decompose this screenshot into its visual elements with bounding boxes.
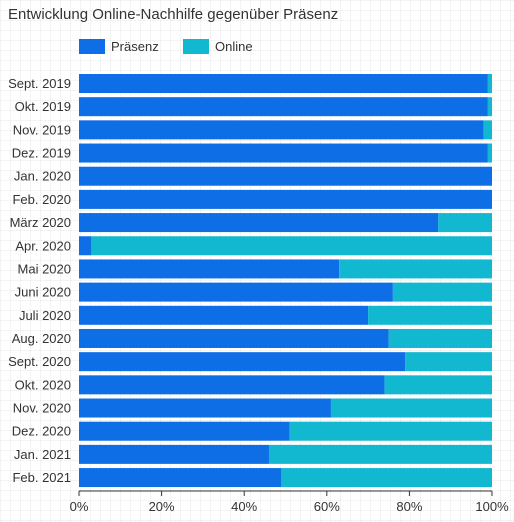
y-tick-label: Okt. 2019 [15, 99, 71, 114]
bar-segment-online[interactable] [268, 444, 492, 464]
y-tick-label: Juli 2020 [19, 308, 71, 323]
x-tick-label: 20% [149, 499, 175, 514]
bar-segment-praesenz[interactable] [79, 236, 92, 256]
bar-segment-online[interactable] [438, 213, 492, 233]
y-tick-label: März 2020 [10, 215, 71, 230]
legend-swatch-praesenz [79, 38, 105, 54]
legend-swatch-online [183, 38, 209, 54]
legend-item-online[interactable]: Online [183, 38, 253, 54]
bar-segment-praesenz[interactable] [79, 375, 385, 395]
bar-segment-online[interactable] [281, 468, 492, 488]
bar-segment-praesenz[interactable] [79, 143, 488, 163]
bar-segment-online[interactable] [388, 328, 492, 348]
bar-segment-online[interactable] [483, 120, 492, 140]
y-tick-label: Nov. 2020 [13, 401, 71, 416]
bar-segment-praesenz[interactable] [79, 74, 488, 93]
x-tick-label: 0% [70, 499, 89, 514]
bar-segment-praesenz[interactable] [79, 259, 340, 279]
bar-segment-praesenz[interactable] [79, 468, 282, 488]
bar-segment-praesenz[interactable] [79, 421, 290, 441]
y-tick-label: Dez. 2019 [12, 146, 71, 161]
x-tick-label: 80% [396, 499, 422, 514]
x-tick-label: 60% [314, 499, 340, 514]
bar-segment-praesenz[interactable] [79, 328, 389, 348]
y-tick-label: Mai 2020 [18, 261, 71, 276]
y-tick-label: Okt. 2020 [15, 377, 71, 392]
x-tick-label: 40% [231, 499, 257, 514]
legend-label-praesenz: Präsenz [111, 38, 159, 54]
y-tick-label: Aug. 2020 [12, 331, 71, 346]
bar-segment-online[interactable] [487, 97, 492, 117]
bar-segment-online[interactable] [384, 375, 492, 395]
bar-segment-online[interactable] [487, 143, 492, 163]
legend-label-online: Online [215, 38, 253, 54]
y-tick-label: Feb. 2021 [12, 470, 71, 485]
y-tick-label: Jan. 2021 [14, 447, 71, 462]
legend-item-praesenz[interactable]: Präsenz [79, 38, 159, 54]
y-tick-label: Sept. 2019 [8, 76, 71, 91]
bar-segment-praesenz[interactable] [79, 189, 492, 209]
bar-segment-praesenz[interactable] [79, 166, 492, 186]
bar-segment-online[interactable] [339, 259, 492, 279]
bar-segment-praesenz[interactable] [79, 213, 439, 233]
bar-segment-online[interactable] [487, 74, 492, 93]
bar-segment-praesenz[interactable] [79, 120, 484, 140]
y-tick-label: Jan. 2020 [14, 169, 71, 184]
bar-segment-online[interactable] [330, 398, 492, 418]
bar-segment-online[interactable] [368, 305, 492, 325]
bar-segment-praesenz[interactable] [79, 444, 269, 464]
bar-segment-praesenz[interactable] [79, 398, 331, 418]
y-tick-label: Juni 2020 [15, 285, 71, 300]
y-tick-label: Dez. 2020 [12, 424, 71, 439]
bar-segment-praesenz[interactable] [79, 282, 393, 302]
bar-segment-online[interactable] [289, 421, 492, 441]
bar-segment-online[interactable] [91, 236, 492, 256]
y-tick-label: Nov. 2019 [13, 122, 71, 137]
chart-title: Entwicklung Online-Nachhilfe gegenüber P… [8, 6, 339, 23]
bar-segment-online[interactable] [392, 282, 492, 302]
x-tick-label: 100% [475, 499, 509, 514]
y-tick-label: Sept. 2020 [8, 354, 71, 369]
y-tick-label: Feb. 2020 [12, 192, 71, 207]
bar-segment-praesenz[interactable] [79, 305, 369, 325]
y-tick-label: Apr. 2020 [15, 238, 71, 253]
bar-segment-online[interactable] [405, 352, 492, 372]
bar-segment-praesenz[interactable] [79, 97, 488, 117]
bar-segment-praesenz[interactable] [79, 352, 406, 372]
